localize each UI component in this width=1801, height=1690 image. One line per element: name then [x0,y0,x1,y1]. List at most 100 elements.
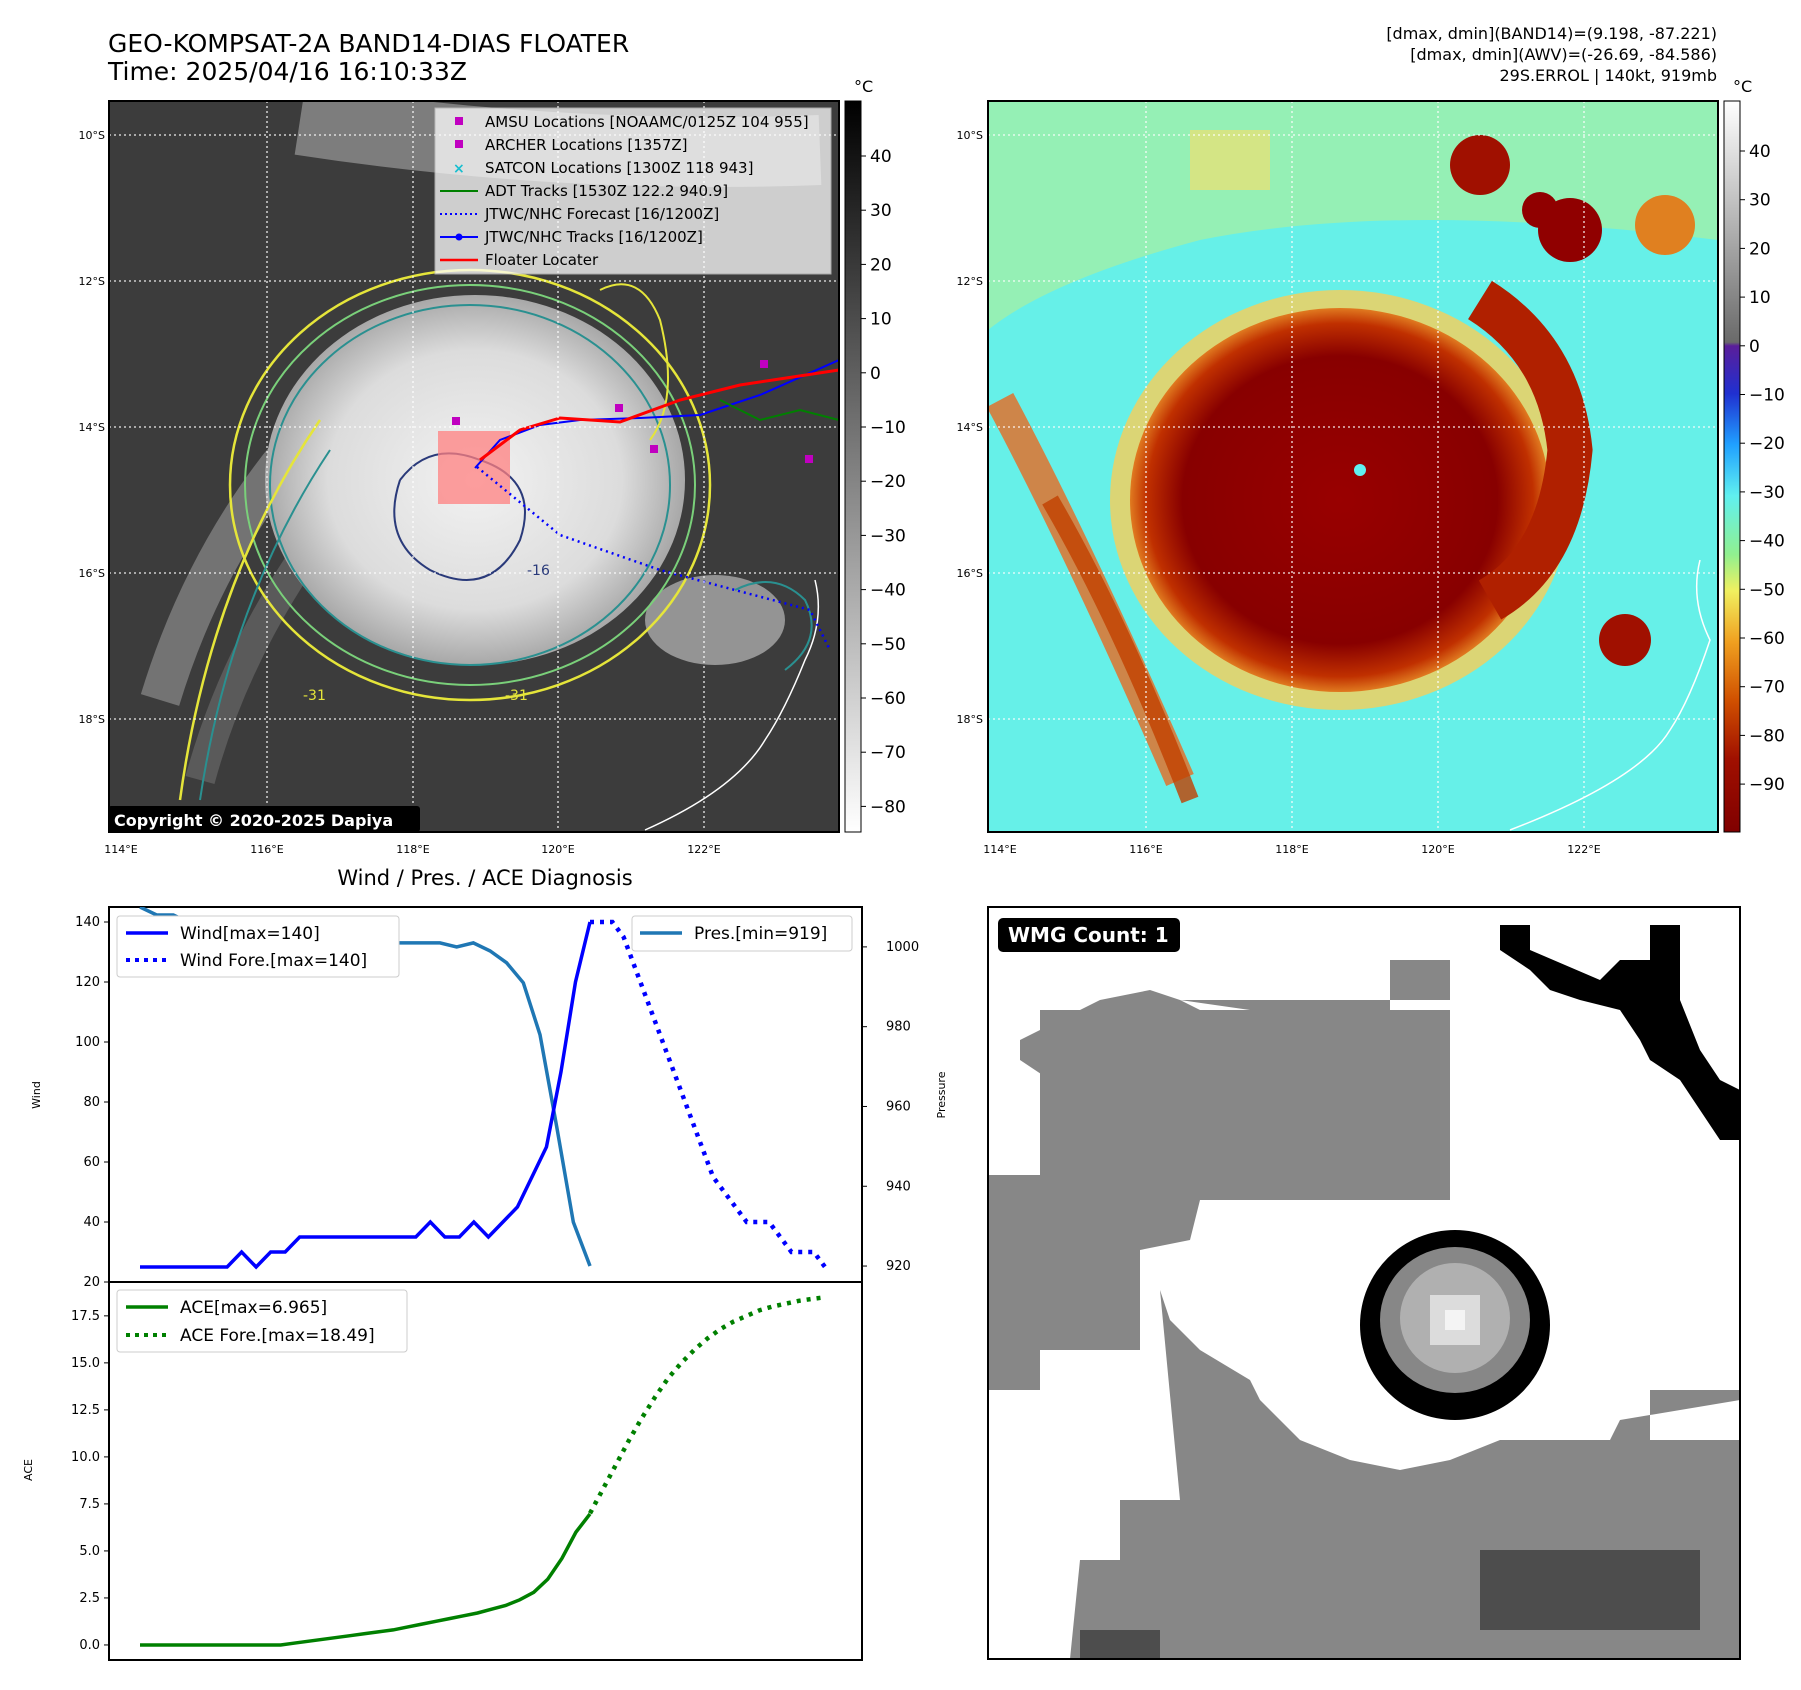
pressure-tick-label: 960 [886,1099,911,1114]
ace-chart: 0.0 2.5 5.0 7.5 10.0 12.5 15.0 17.5 ACE ACE[max… [22,1281,863,1661]
legend-adt: ADT Tracks [1530Z 122.2 940.9] [485,182,728,200]
colorbar-gray-tick-label: −40 [870,581,906,601]
ace-tick-label: 0.0 [79,1638,100,1653]
ace-tick-label: 7.5 [79,1497,100,1512]
colorbar-gray-tick-label: 0 [870,364,881,384]
colorbar-gray-tick-label: −20 [870,472,906,492]
legend-forecast: JTWC/NHC Forecast [16/1200Z] [484,205,719,223]
wind-tick-label: 100 [75,1035,100,1050]
colorbar-color-tick-label: −50 [1749,580,1785,600]
ace-tick-label: 15.0 [71,1356,100,1371]
wind-forecast-series-line [590,919,827,1269]
legend-pressure: Pres.[min=919] [694,924,827,944]
info-band14: [dmax, dmin](BAND14)=(9.198, -87.221) [1386,24,1717,43]
lon-tick: 120°E [1421,843,1454,856]
lon-tick: 122°E [1567,843,1600,856]
legend-wind: Wind[max=140] [180,924,320,944]
legend-ace-forecast: ACE Fore.[max=18.49] [180,1326,375,1346]
colorbar-gray-tick-label: 20 [870,255,892,275]
lat-tick: 12°S [79,275,105,288]
colorbar-gray-tick-label: 40 [870,147,892,167]
colorbar-gray-tick-label: −10 [870,418,906,438]
lat-tick: 14°S [957,421,983,434]
info-awv: [dmax, dmin](AWV)=(-26.69, -84.586) [1410,45,1717,64]
pressure-legend: Pres.[min=919] [631,915,853,952]
map-legend: AMSU Locations [NOAAMC/0125Z 104 955] AR… [434,107,832,275]
wind-legend: Wind[max=140] Wind Fore.[max=140] [116,915,400,978]
colorbar-color-tick-label: 20 [1749,239,1771,259]
pressure-tick-label: 980 [886,1020,911,1035]
colorbar-color-tick-label: −60 [1749,629,1785,649]
ir-gray-map: -31 -16 -31 Copyright © 2020-2025 Dapiya… [108,100,840,833]
legend-wind-forecast: Wind Fore.[max=140] [180,951,367,971]
colorbar-gray-tick-label: 30 [870,201,892,221]
colorbar-gray-tick-label: −80 [870,797,906,817]
colorbar-gray-tick-label: −70 [870,743,906,763]
lat-tick: 14°S [79,421,105,434]
colorbar-color-tick-label: 30 [1749,191,1771,211]
wind-pressure-chart: 20 40 60 80 100 120 140 920 940 960 980 1000 Wind … [30,906,948,1290]
lat-tick: 18°S [957,713,983,726]
pressure-axis-label: Pressure [935,1071,948,1118]
legend-archer: ARCHER Locations [1357Z] [485,136,688,154]
legend-ace: ACE[max=6.965] [180,1298,327,1318]
legend-tracks: JTWC/NHC Tracks [16/1200Z] [484,228,703,246]
wind-axis-label: Wind [30,1081,43,1109]
colorbar-color-tick-label: −20 [1749,434,1785,454]
lat-tick: 10°S [957,129,983,142]
ace-tick-label: 17.5 [71,1309,100,1324]
colorbar-color-tick-label: 0 [1749,337,1760,357]
legend-satcon: SATCON Locations [1300Z 118 943] [485,159,753,177]
colorbar-color-tick-label: −10 [1749,386,1785,406]
legend-amsu: AMSU Locations [NOAAMC/0125Z 104 955] [485,113,809,131]
contour-label-1: -31 [303,688,326,704]
lat-tick: 16°S [957,567,983,580]
pressure-tick-label: 920 [886,1259,911,1274]
ir-gray-map-axes: 10°S 12°S 14°S 16°S 18°S 114°E 116°E 118… [79,129,721,856]
colorbar-color-tick-label: −80 [1749,726,1785,746]
diagnosis-title: Wind / Pres. / ACE Diagnosis [337,866,632,890]
lat-tick: 18°S [79,713,105,726]
colorbar-gray-tick-label: −60 [870,689,906,709]
ace-tick-label: 2.5 [79,1591,100,1606]
colorbar-gray: °C 40 30 20 10 0 −10 −20 −30 −40 −50 −60 −70 −80 [844,77,906,833]
ir-color-map [987,100,1719,833]
lon-tick: 118°E [1275,843,1308,856]
colorbar-color-tick-label: 10 [1749,288,1771,308]
lon-tick: 114°E [983,843,1016,856]
ace-series-line [140,1512,592,1647]
contour-label-2: -16 [527,563,550,579]
pressure-tick-label: 940 [886,1179,911,1194]
legend-marker-amsu [455,117,463,125]
lon-tick: 120°E [541,843,574,856]
ace-tick-label: 12.5 [71,1403,100,1418]
colorbar-gray-tick-label: −30 [870,526,906,546]
ace-tick-label: 5.0 [79,1544,100,1559]
ace-tick-label: 10.0 [71,1450,100,1465]
info-storm: 29S.ERROL | 140kt, 919mb [1499,66,1717,85]
wind-tick-label: 80 [83,1095,100,1110]
lat-tick: 12°S [957,275,983,288]
legend-marker-satcon: × [453,161,465,177]
copyright-label: Copyright © 2020-2025 Dapiya [114,811,393,830]
colorbar-color-tick-label: −30 [1749,483,1785,503]
wmg-image: WMG Count: 1 [987,906,1741,1660]
colorbar-color-tick-label: −90 [1749,775,1785,795]
colorbar-gray-tick-label: −50 [870,635,906,655]
ace-forecast-series-line [588,1295,826,1515]
lat-tick: 16°S [79,567,105,580]
colorbar-gray-tick-label: 10 [870,310,892,330]
lon-tick: 122°E [687,843,720,856]
lon-tick: 118°E [396,843,429,856]
colorbar-color-tick-label: −40 [1749,532,1785,552]
wind-series-line [140,921,592,1270]
ir-color-map-axes: 10°S 12°S 14°S 16°S 18°S 114°E 116°E 118… [957,129,1601,856]
ace-axis-label: ACE [22,1459,35,1481]
ace-legend: ACE[max=6.965] ACE Fore.[max=18.49] [116,1289,408,1353]
wind-tick-label: 20 [83,1275,100,1290]
colorbar-color-tick-label: 40 [1749,142,1771,162]
lon-tick: 116°E [1129,843,1162,856]
lon-tick: 116°E [250,843,283,856]
legend-marker-archer [455,140,463,148]
lat-tick: 10°S [79,129,105,142]
